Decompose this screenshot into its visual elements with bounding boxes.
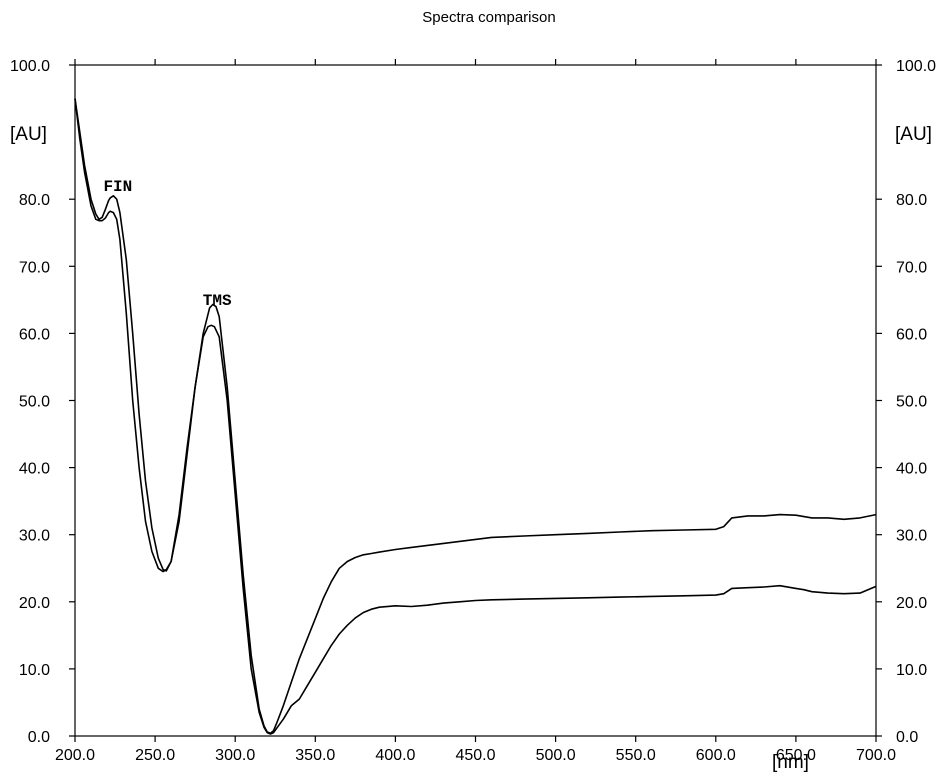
y-tick-label-right: 70.0 [896,259,927,276]
y-tick-label-left: 70.0 [19,259,50,276]
y-tick-label-right: 50.0 [896,394,927,411]
y-tick-label-left: 10.0 [19,662,50,679]
y-tick-label-right: 60.0 [896,326,927,343]
x-tick-label: 450.0 [455,747,495,764]
y-tick-label-left: 0.0 [28,729,50,746]
y-tick-label-right: 40.0 [896,461,927,478]
y-tick-label-right: 30.0 [896,528,927,545]
y-tick-label-right: 80.0 [896,192,927,209]
y-tick-label-right: 20.0 [896,595,927,612]
series-layer [74,98,877,735]
y-tick-label-left: 50.0 [19,394,50,411]
x-tick-label: 700.0 [856,747,896,764]
peak-label-tms: TMS [203,292,232,310]
y-tick-label-left: 20.0 [19,595,50,612]
x-tick-label: 500.0 [536,747,576,764]
peak-label-fin: FIN [103,178,132,196]
chart-title: Spectra comparison [422,9,555,26]
y-tick-label-left: 60.0 [19,326,50,343]
y-axis-unit-right: [AU] [895,124,932,145]
y-axis-unit-left: [AU] [10,124,47,145]
x-tick-label: 200.0 [55,747,95,764]
x-tick-label: 650.0 [776,747,816,764]
series-line-tms [74,98,877,735]
y-tick-label-left: 100.0 [10,58,50,75]
y-tick-label-left: 30.0 [19,528,50,545]
plot-frame [74,64,877,737]
x-tick-label: 400.0 [375,747,415,764]
x-axis-unit: [nm] [772,752,809,773]
x-tick-label: 550.0 [616,747,656,764]
y-tick-label-left: 80.0 [19,192,50,209]
x-tick-label: 300.0 [215,747,255,764]
annotation-layer: FIN TMS [103,178,232,310]
x-tick-label: 600.0 [696,747,736,764]
y-tick-label-right: 0.0 [896,729,918,746]
series-line-fin [74,98,877,735]
axis-layer: 200.0 250.0 300.0 350.0 400.0 450.0 500.0 550.0… [10,58,936,764]
y-tick-label-right: 10.0 [896,662,927,679]
y-tick-label-right: 100.0 [896,58,936,75]
y-tick-label-left: 40.0 [19,461,50,478]
x-tick-label: 350.0 [295,747,335,764]
x-tick-label: 250.0 [135,747,175,764]
